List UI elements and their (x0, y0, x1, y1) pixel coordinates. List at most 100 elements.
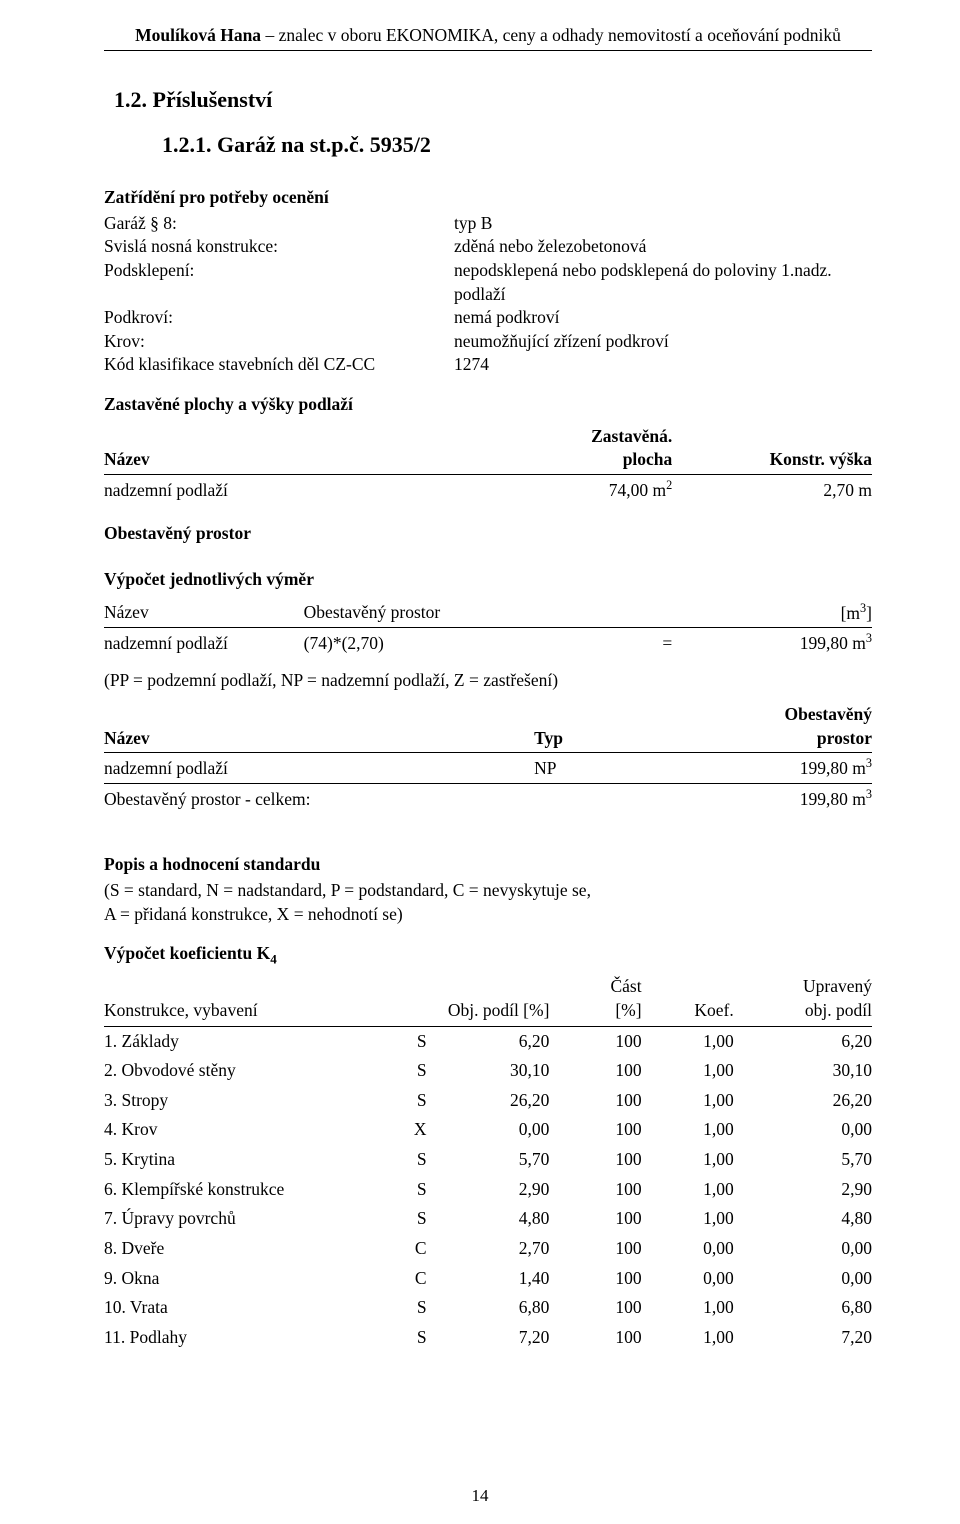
standard-legend-line: (S = standard, N = nadstandard, P = pods… (104, 879, 872, 903)
table-row: 10. VrataS6,801001,006,80 (104, 1293, 872, 1323)
text-sup: 3 (866, 756, 872, 770)
table-cell: 74,00 m2 (473, 474, 673, 504)
table-obest-prostor: Název Typ Obestavěný prostor nadzemní po… (104, 701, 872, 813)
table-cell: 6,80 (427, 1293, 550, 1323)
table-cell: 3. Stropy (104, 1086, 380, 1116)
table-cell: S (380, 1175, 426, 1205)
table-cell: 0,00 (642, 1234, 734, 1264)
kv-row: Podkroví:nemá podkroví (104, 306, 872, 330)
table-cell: 11. Podlahy (104, 1323, 380, 1353)
table-cell: 1,00 (642, 1145, 734, 1175)
table-cell: 7,20 (734, 1323, 872, 1353)
section-vypocty: Výpočet jednotlivých výměr Název Obestav… (104, 568, 872, 658)
table-cell: 1,00 (642, 1086, 734, 1116)
text: 74,00 m (609, 480, 666, 500)
table-cell: 7. Úpravy povrchů (104, 1204, 380, 1234)
section-title: Popis a hodnocení standardu (104, 853, 872, 877)
text-sup: 2 (666, 478, 672, 492)
table-cell: 0,00 (734, 1115, 872, 1145)
table-cell: 100 (549, 1086, 641, 1116)
table-header-cell: Obestavěný prostor (304, 598, 611, 628)
table-k4: Konstrukce, vybavení Obj. podíl [%] Část… (104, 972, 872, 1352)
table-cell: 100 (549, 1115, 641, 1145)
table-cell: 100 (549, 1175, 641, 1205)
table-cell: 26,20 (427, 1086, 550, 1116)
section-standard: Popis a hodnocení standardu (S = standar… (104, 853, 872, 926)
table-cell: S (380, 1323, 426, 1353)
table-cell: 1,40 (427, 1264, 550, 1294)
table-cell: 100 (549, 1264, 641, 1294)
table-cell: 10. Vrata (104, 1293, 380, 1323)
text: 199,80 m (800, 633, 866, 653)
table-header-cell: Koef. (642, 972, 734, 1026)
table-cell: 1,00 (642, 1323, 734, 1353)
header-separator: – (261, 25, 279, 45)
table-cell: 0,00 (734, 1264, 872, 1294)
table-header-cell: Název (104, 598, 304, 628)
table-cell: 0,00 (734, 1234, 872, 1264)
table-cell: 100 (549, 1293, 641, 1323)
table-cell: nadzemní podlaží (104, 628, 304, 658)
table-header-cell: Typ (534, 701, 657, 753)
page-number: 14 (0, 1485, 960, 1508)
table-header-cell: Obj. podíl [%] (427, 972, 550, 1026)
heading-level-2: 1.2.1. Garáž na st.p.č. 5935/2 (162, 130, 872, 160)
table-cell: 1,00 (642, 1115, 734, 1145)
table-cell: 100 (549, 1145, 641, 1175)
table-cell: 100 (549, 1204, 641, 1234)
table-cell: S (380, 1293, 426, 1323)
table-row: 5. KrytinaS5,701001,005,70 (104, 1145, 872, 1175)
text: 199,80 m (800, 789, 866, 809)
table-cell: 2,70 (427, 1234, 550, 1264)
table-cell: S (380, 1026, 426, 1056)
table-cell: 6,20 (734, 1026, 872, 1056)
table-cell: 5,70 (734, 1145, 872, 1175)
text: 199,80 m (800, 758, 866, 778)
table-cell: 1,00 (642, 1175, 734, 1205)
table-cell: 199,80 m3 (657, 753, 872, 783)
table-cell: S (380, 1056, 426, 1086)
kv-value: neumožňující zřízení podkroví (454, 330, 872, 354)
table-cell: 5. Krytina (104, 1145, 380, 1175)
table-cell: 1,00 (642, 1204, 734, 1234)
text: Zastavěná. (591, 426, 672, 446)
kv-row: Kód klasifikace stavebních děl CZ-CC1274 (104, 353, 872, 377)
table-cell: nadzemní podlaží (104, 753, 534, 783)
text: prostor (817, 728, 872, 748)
table-plochy: Název Zastavěná. plocha Konstr. výška na… (104, 423, 872, 505)
table-cell: 2,90 (734, 1175, 872, 1205)
table-header-cell: Název (104, 423, 473, 475)
table-header-cell (611, 598, 672, 628)
table-cell: 2. Obvodové stěny (104, 1056, 380, 1086)
page: Moulíková Hana – znalec v oboru EKONOMIK… (0, 0, 960, 1524)
table-cell: 100 (549, 1323, 641, 1353)
table-cell: Obestavěný prostor - celkem: (104, 783, 534, 813)
table-row: 1. ZákladyS6,201001,006,20 (104, 1026, 872, 1056)
kv-row: Podsklepení:nepodsklepená nebo podsklepe… (104, 259, 872, 306)
section-title: Výpočet jednotlivých výměr (104, 568, 872, 592)
table-header-cell: Obestavěný prostor (657, 701, 872, 753)
kv-value: nemá podkroví (454, 306, 872, 330)
text: plocha (623, 449, 673, 469)
text-sup: 3 (866, 631, 872, 645)
header-underline (104, 50, 872, 51)
header-desc: znalec v oboru EKONOMIKA, ceny a odhady … (279, 25, 841, 45)
table-cell: 7,20 (427, 1323, 550, 1353)
table-cell: 0,00 (427, 1115, 550, 1145)
text: Upravený (803, 976, 872, 996)
table-header-cell: Konstrukce, vybavení (104, 972, 380, 1026)
table-cell: C (380, 1264, 426, 1294)
table-row: 9. OknaC1,401000,000,00 (104, 1264, 872, 1294)
table-cell: S (380, 1145, 426, 1175)
table-cell: 0,00 (642, 1264, 734, 1294)
text: Část (610, 976, 641, 996)
table-header-cell: Zastavěná. plocha (473, 423, 673, 475)
kv-key: Podsklepení: (104, 259, 454, 306)
table-cell: X (380, 1115, 426, 1145)
table-row: 2. Obvodové stěnyS30,101001,0030,10 (104, 1056, 872, 1086)
table-cell: 100 (549, 1056, 641, 1086)
table-cell: 6. Klempířské konstrukce (104, 1175, 380, 1205)
text: ] (866, 602, 872, 622)
section-plochy: Zastavěné plochy a výšky podlaží Název Z… (104, 393, 872, 504)
header-author: Moulíková Hana (135, 25, 261, 45)
